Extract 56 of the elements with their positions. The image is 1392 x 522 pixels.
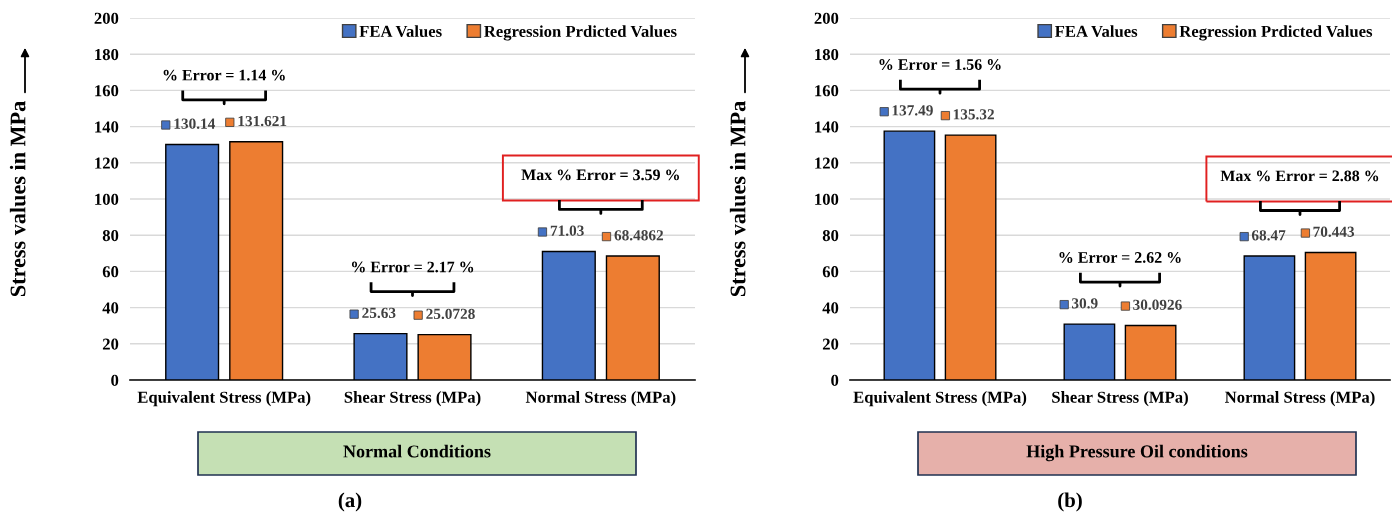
y-tick-label: 0 (111, 374, 119, 386)
y-tick-label: 100 (95, 193, 119, 205)
data-label: 30.9 (1071, 298, 1098, 309)
y-tick-label: 100 (815, 193, 839, 205)
data-label: 30.0926 (1133, 299, 1182, 310)
y-axis-title: Stress values in MPa (9, 101, 26, 297)
annotation: Max % Error = 3.59 % (521, 169, 680, 181)
x-tick-label: Shear Stress (MPa) (344, 391, 481, 407)
data-label: 25.63 (362, 307, 396, 319)
legend-label: FEA Values (359, 25, 442, 38)
y-tick-label: 200 (94, 12, 119, 24)
text: (b) (1058, 492, 1082, 512)
x-tick-label: Normal Stress (MPa) (525, 391, 676, 407)
y-tick-label: 60 (102, 266, 119, 278)
data-label: 135.32 (953, 109, 994, 120)
y-tick-label: 80 (822, 229, 839, 242)
data-label: 71.03 (550, 225, 584, 236)
annotation: Max % Error = 2.88 % (1220, 170, 1379, 182)
legend-label: Regression Prdicted Values (1179, 25, 1373, 41)
x-tick-label: Equivalent Stress (MPa) (853, 391, 1027, 407)
data-label: 25.0728 (426, 308, 475, 320)
data-label: 130.14 (174, 118, 216, 129)
data-label: 68.4862 (614, 230, 664, 241)
y-tick-label: 20 (102, 338, 119, 350)
annotation: % Error = 1.56 % (879, 59, 1001, 70)
y-tick-label: 160 (95, 85, 119, 97)
data-label: 131.621 (238, 115, 287, 127)
y-tick-label: 200 (814, 12, 839, 24)
y-tick-label: 40 (822, 302, 839, 314)
y-tick-label: 0 (831, 374, 839, 386)
y-tick-label: 160 (815, 85, 839, 97)
text: High Pressure Oil conditions (1026, 444, 1248, 462)
y-tick-label: 120 (815, 157, 839, 169)
data-label: 137.49 (892, 105, 933, 116)
y-tick-label: 180 (95, 48, 119, 61)
annotation: % Error = 2.62 % (1059, 252, 1181, 263)
y-tick-label: 140 (815, 121, 839, 133)
y-tick-label: 140 (95, 121, 119, 133)
y-tick-label: 80 (102, 229, 119, 242)
y-tick-label: 180 (815, 48, 839, 61)
y-tick-label: 60 (822, 266, 839, 278)
x-tick-label: Normal Stress (MPa) (1225, 391, 1375, 407)
text: Normal Conditions (343, 444, 491, 458)
x-tick-label: Shear Stress (MPa) (1052, 391, 1188, 407)
annotation: % Error = 1.14 % (163, 69, 285, 81)
y-axis-title: Stress values in MPa (729, 101, 746, 297)
y-tick-label: 40 (102, 302, 119, 314)
data-label: 70.443 (1313, 226, 1355, 237)
y-tick-label: 20 (822, 338, 839, 350)
legend-label: FEA Values (1054, 25, 1138, 38)
data-label: 68.47 (1251, 230, 1286, 241)
y-tick-label: 120 (95, 157, 119, 169)
text: (a) (338, 492, 362, 512)
annotation: % Error = 2.17 % (351, 261, 474, 273)
x-tick-label: Equivalent Stress (MPa) (137, 391, 311, 407)
legend-label: Regression Prdicted Values (484, 25, 677, 41)
